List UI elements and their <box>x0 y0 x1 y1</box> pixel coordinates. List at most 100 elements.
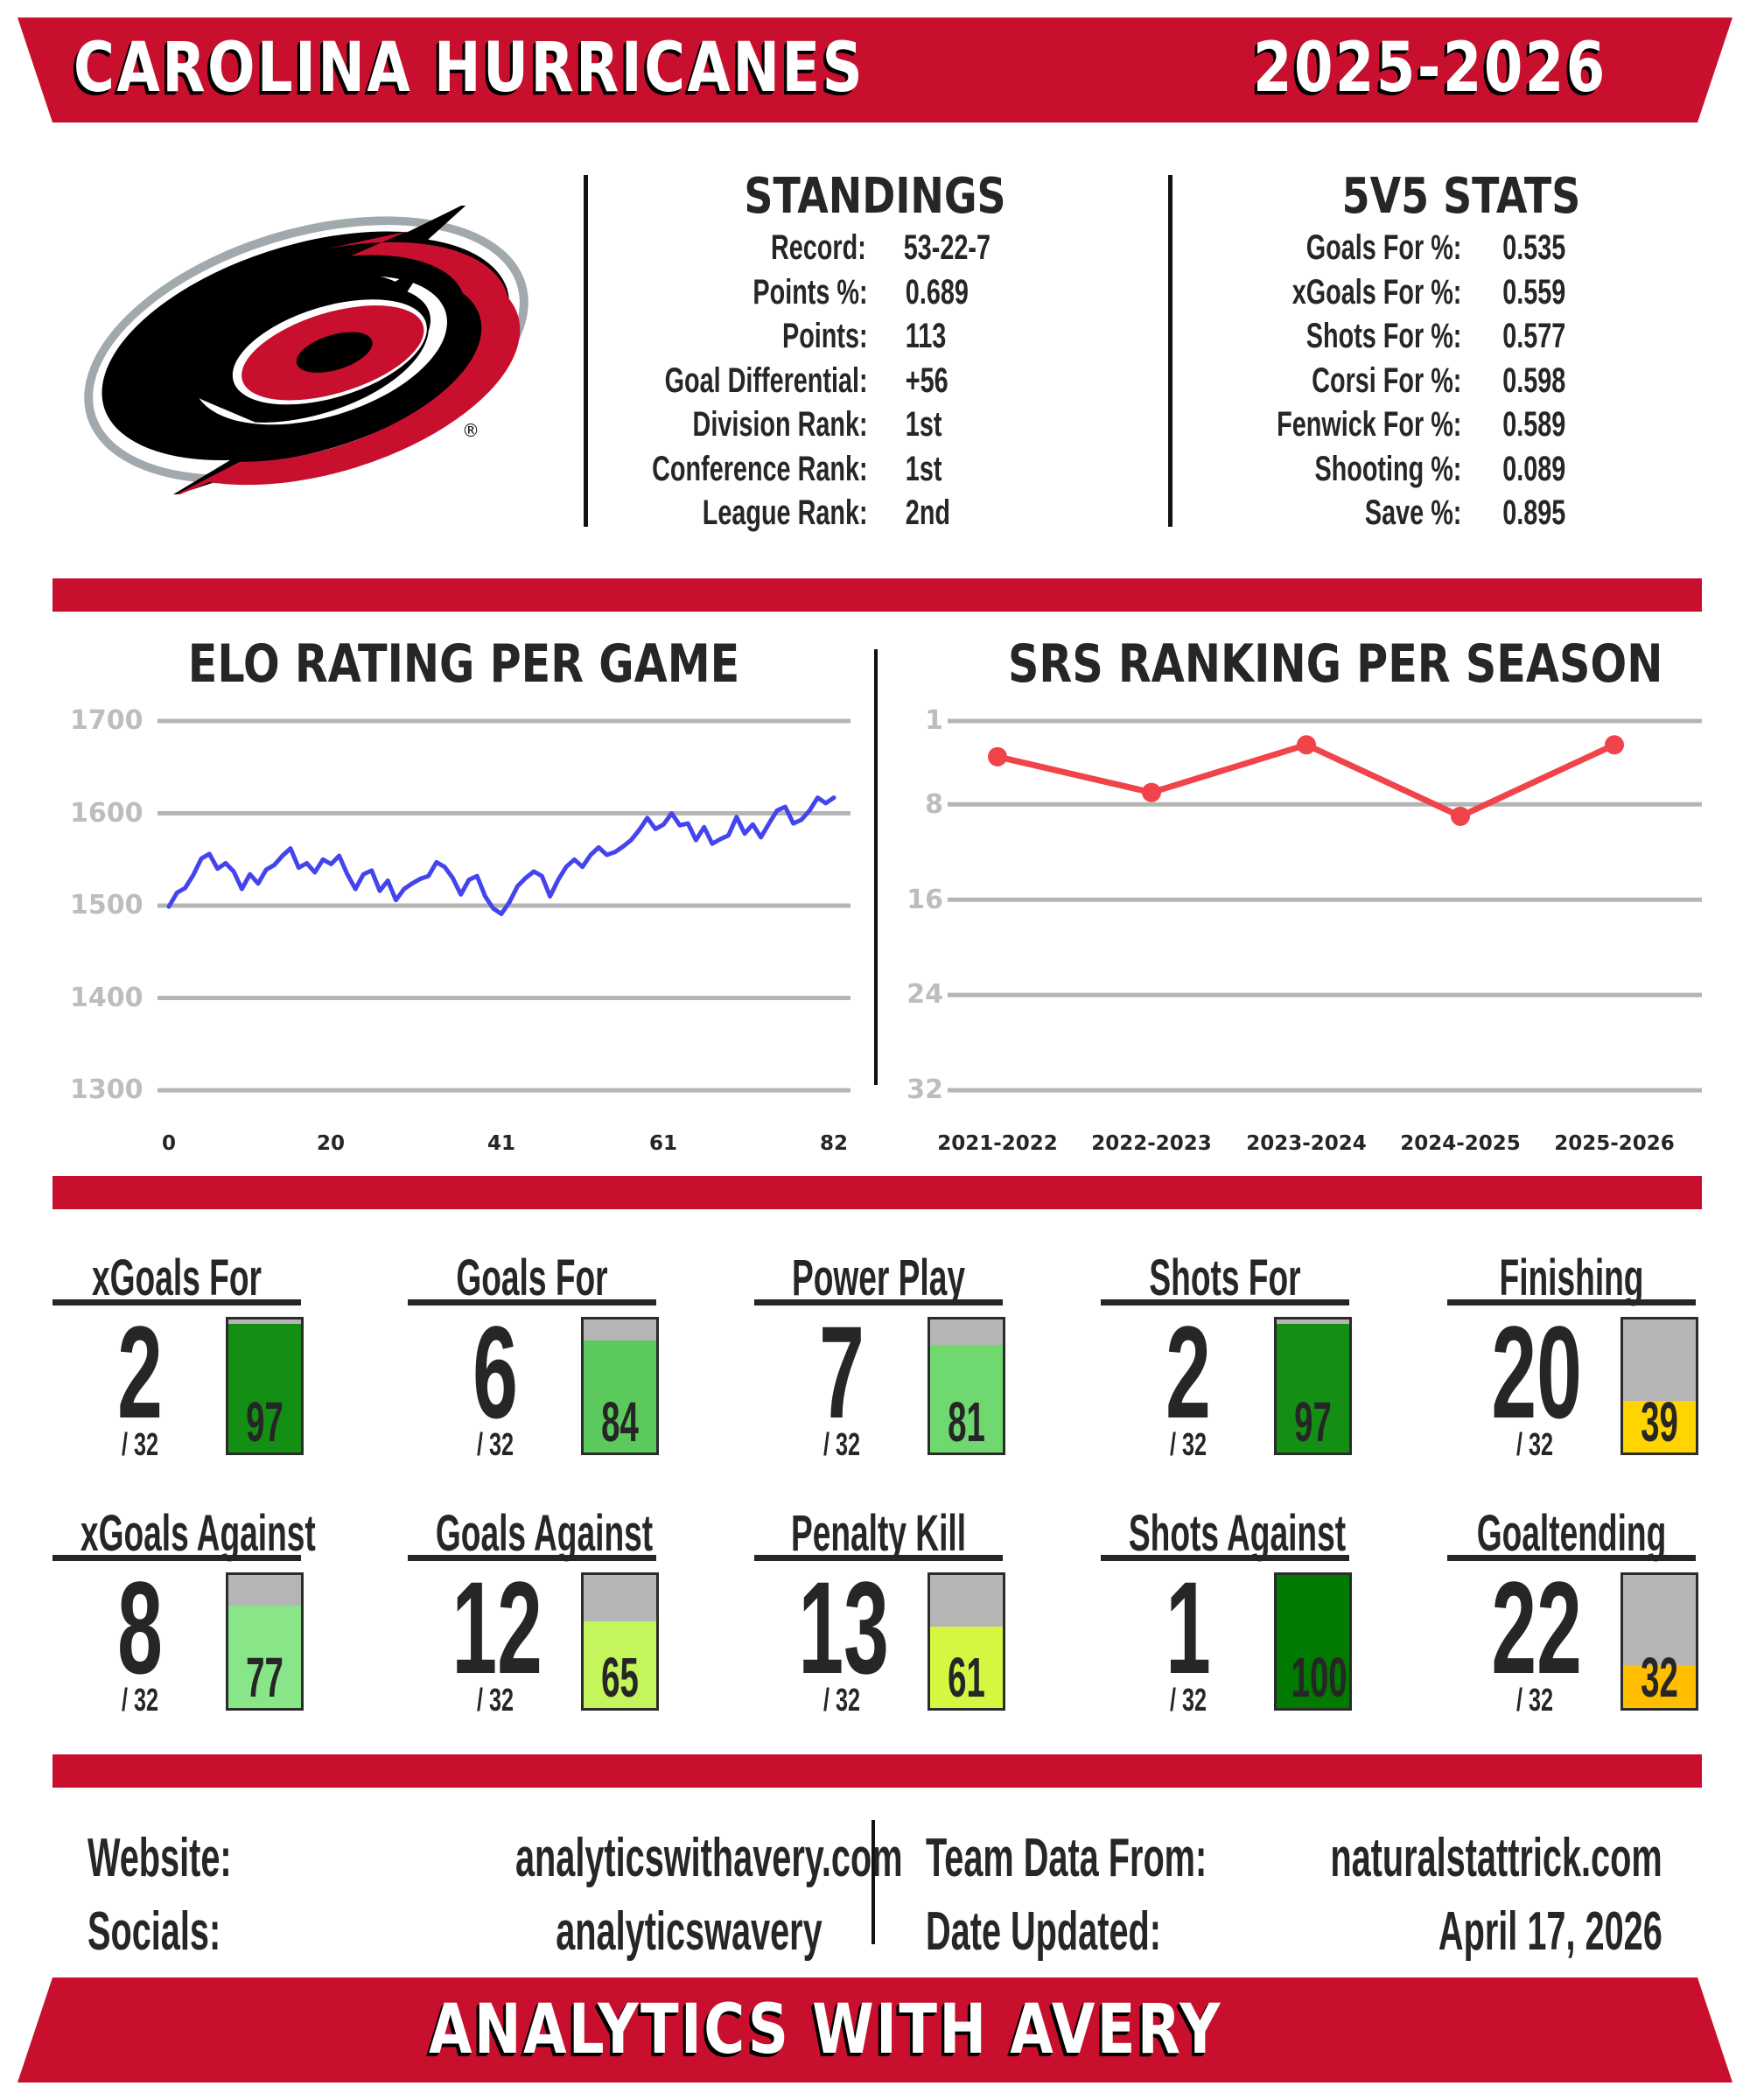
source-label: Team Data From: <box>926 1822 1365 1895</box>
standings-label: Record: <box>770 228 866 267</box>
elo-x-tick: 0 <box>161 1132 177 1155</box>
standings-value: 0.689 <box>905 272 969 312</box>
stat-label: Shots For %: <box>1306 317 1462 355</box>
metric-card-xgoals-against: xGoals Against 8 / 32 77 <box>52 1506 316 1718</box>
elo-line-plot <box>158 718 850 1093</box>
metric-title: Goals Against <box>435 1505 654 1562</box>
updated-label-text: Date Updated: <box>926 1901 1161 1962</box>
stat-value: 0.598 <box>1502 360 1566 400</box>
percentile-fill <box>930 1344 1003 1452</box>
metric-underline <box>1101 1555 1349 1561</box>
stat-value: 0.535 <box>1502 228 1566 267</box>
metric-rank-total: / 32 <box>822 1426 861 1462</box>
srs-x-tick: 2024-2025 <box>1400 1132 1521 1155</box>
percentile-value: 81 <box>948 1390 985 1453</box>
stat-row: Save %: 0.895 <box>1197 491 1575 536</box>
percentile-fill <box>1623 1665 1696 1708</box>
socials-handle-text[interactable]: analyticswavery <box>556 1901 822 1962</box>
srs-x-tick: 2021-2022 <box>937 1132 1058 1155</box>
percentile-fill <box>930 1627 1003 1708</box>
percentile-value: 100 <box>1291 1646 1348 1709</box>
stat-label: Goals For %: <box>1306 228 1462 267</box>
standings-table: Record: 53-22-7 Points %: 0.689 Points: 113… <box>612 226 990 536</box>
srs-x-tick: 2025-2026 <box>1554 1132 1675 1155</box>
metric-rank: 13 <box>798 1554 889 1701</box>
stat-label: Shooting %: <box>1314 449 1462 488</box>
metric-rank-total: / 32 <box>121 1426 159 1462</box>
footer-banner <box>18 1978 1732 2082</box>
metric-card-power-play: Power Play 7 / 32 81 <box>754 1250 1005 1462</box>
source-link[interactable]: naturalstattrick.com <box>1138 1822 1662 1895</box>
stat-value: 0.559 <box>1502 272 1566 312</box>
elo-x-tick: 82 <box>819 1132 849 1155</box>
percentile-fill <box>584 1340 656 1452</box>
standings-label: Division Rank: <box>692 405 868 444</box>
section-separator <box>52 1754 1702 1788</box>
stat-row: Fenwick For %: 0.589 <box>1197 402 1575 447</box>
socials-handle[interactable]: analyticswavery <box>298 1895 822 1969</box>
metric-title: Finishing <box>1499 1250 1644 1306</box>
website-link-text[interactable]: analyticswithavery.com <box>514 1828 903 1888</box>
standings-label: Conference Rank: <box>652 449 868 488</box>
website-link[interactable]: analyticswithavery.com <box>298 1822 903 1895</box>
source-link-text[interactable]: naturalstattrick.com <box>1330 1828 1662 1888</box>
website-label: Website: <box>88 1822 312 1895</box>
standings-row: Goal Differential: +56 <box>612 359 990 403</box>
percentile-value: 77 <box>246 1646 284 1709</box>
metric-title: Power Play <box>791 1250 966 1306</box>
stat-label: Save %: <box>1364 494 1462 532</box>
standings-label: Goal Differential: <box>664 360 868 400</box>
metric-rank: 12 <box>452 1554 542 1701</box>
standings-label: Points: <box>782 317 868 355</box>
metric-rank: 2 <box>117 1298 163 1446</box>
srs-x-tick: 2022-2023 <box>1091 1132 1212 1155</box>
season-title: 2025-2026 <box>1253 29 1607 108</box>
metric-card-goaltending: Goaltending 22 / 32 32 <box>1447 1506 1698 1718</box>
metric-rank: 2 <box>1166 1298 1211 1446</box>
metric-underline <box>408 1555 656 1561</box>
percentile-fill <box>1277 1575 1349 1708</box>
source-label-text: Team Data From: <box>926 1828 1208 1888</box>
header-banner <box>18 18 1732 122</box>
socials-label-text: Socials: <box>88 1901 221 1962</box>
stat-row: Shots For %: 0.577 <box>1197 314 1575 359</box>
elo-chart-title: ELO RATING PER GAME <box>187 634 740 695</box>
srs-chart-title: SRS RANKING PER SEASON <box>1008 634 1663 695</box>
metric-title: Shots Against <box>1128 1505 1347 1562</box>
chart-divider <box>874 649 878 1085</box>
metric-card-shots-for: Shots For 2 / 32 97 <box>1101 1250 1352 1462</box>
srs-chart <box>875 700 1750 1172</box>
metric-card-goals-against: Goals Against 12 / 32 65 <box>408 1506 659 1718</box>
metric-card-xgoals-for: xGoals For 2 / 32 97 <box>52 1250 304 1462</box>
srs-y-tick: 32 <box>906 1074 943 1105</box>
standings-value: 1st <box>905 405 942 444</box>
standings-row: League Rank: 2nd <box>612 491 990 536</box>
srs-y-tick: 1 <box>925 705 943 736</box>
standings-row: Division Rank: 1st <box>612 402 990 447</box>
info-divider <box>872 1820 875 1944</box>
standings-value: +56 <box>905 360 948 400</box>
percentile-fill <box>1623 1400 1696 1452</box>
metric-rank-total: / 32 <box>476 1682 514 1718</box>
updated-date-text: April 17, 2026 <box>1438 1901 1662 1962</box>
elo-y-tick: 1600 <box>70 798 144 829</box>
stat-label: Corsi For %: <box>1312 360 1462 400</box>
stat-label: Fenwick For %: <box>1277 405 1462 444</box>
percentile-fill <box>1277 1323 1349 1452</box>
percentile-fill <box>228 1605 301 1708</box>
metric-rank-total: / 32 <box>822 1682 861 1718</box>
metric-underline <box>52 1555 301 1561</box>
section-separator <box>52 578 1702 612</box>
stat-row: Corsi For %: 0.598 <box>1197 359 1575 403</box>
standings-label: Points %: <box>752 272 868 312</box>
registered-mark: ® <box>462 420 480 441</box>
metric-rank: 20 <box>1491 1298 1582 1446</box>
percentile-bar: 61 <box>928 1572 1005 1711</box>
percentile-bar: 97 <box>226 1317 304 1455</box>
metric-rank: 1 <box>1166 1554 1211 1701</box>
percentile-fill <box>584 1621 656 1708</box>
percentile-bar: 84 <box>581 1317 659 1455</box>
metric-title: xGoals Against <box>80 1505 316 1562</box>
metric-title: Goaltending <box>1476 1505 1667 1562</box>
metric-underline <box>1447 1555 1696 1561</box>
